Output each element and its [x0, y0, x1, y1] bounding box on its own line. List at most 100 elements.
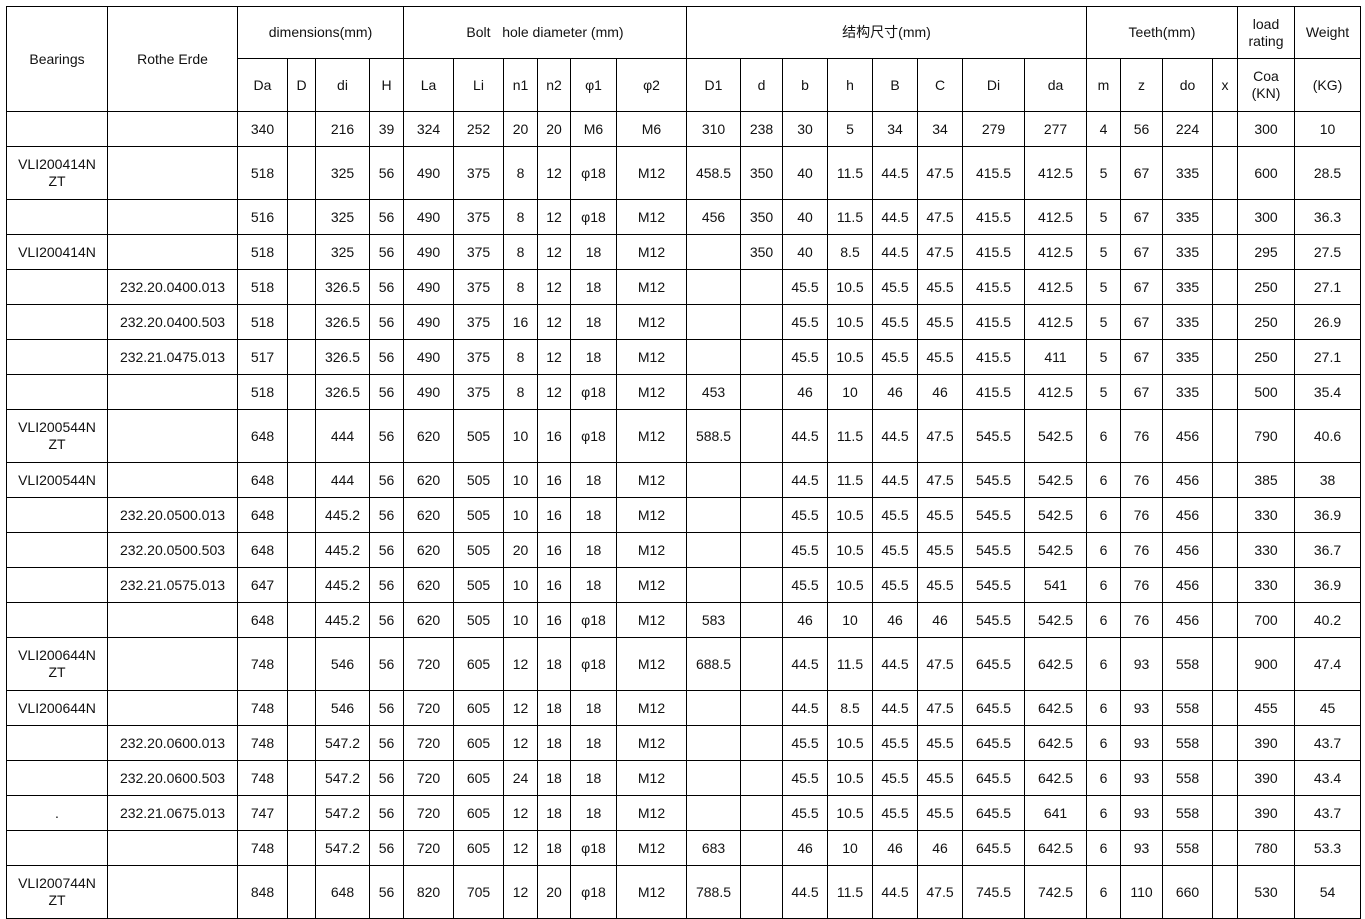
- value-cell: 720: [403, 725, 454, 761]
- value-cell: 518: [237, 374, 288, 410]
- value-cell: 456: [1162, 532, 1213, 568]
- value-cell: [1212, 497, 1238, 533]
- value-cell: 10: [503, 567, 538, 603]
- value-cell: [740, 567, 783, 603]
- value-cell: 605: [453, 637, 504, 691]
- value-cell: 6: [1086, 567, 1121, 603]
- value-cell: 277: [1024, 111, 1087, 147]
- value-cell: 45.5: [782, 339, 828, 375]
- value-cell: 456: [1162, 602, 1213, 638]
- value-cell: 40.6: [1294, 409, 1361, 463]
- value-cell: 12: [503, 795, 538, 831]
- value-cell: 12: [503, 865, 538, 919]
- value-cell: 67: [1120, 374, 1163, 410]
- value-cell: 648: [237, 462, 288, 498]
- value-cell: 490: [403, 199, 454, 235]
- value-cell: 46: [782, 602, 828, 638]
- value-cell: 645.5: [962, 725, 1025, 761]
- value-cell: [686, 532, 741, 568]
- rothe-erde-cell: 232.21.0675.013: [107, 795, 238, 831]
- value-cell: 18: [570, 690, 617, 726]
- subheader-cell: φ1: [570, 58, 617, 112]
- value-cell: 645.5: [962, 760, 1025, 796]
- value-cell: 40.2: [1294, 602, 1361, 638]
- value-cell: 326.5: [315, 304, 370, 340]
- value-cell: 45.5: [917, 497, 963, 533]
- value-cell: 12: [537, 234, 571, 270]
- value-cell: 44.5: [782, 690, 828, 726]
- value-cell: 720: [403, 795, 454, 831]
- value-cell: φ18: [570, 409, 617, 463]
- header-load-rating: load rating: [1237, 6, 1295, 59]
- value-cell: 6: [1086, 637, 1121, 691]
- value-cell: M12: [616, 795, 687, 831]
- value-cell: 47.5: [917, 409, 963, 463]
- value-cell: 642.5: [1024, 830, 1087, 866]
- value-cell: 10.5: [827, 725, 873, 761]
- value-cell: 335: [1162, 146, 1213, 200]
- value-cell: [686, 339, 741, 375]
- value-cell: 43.7: [1294, 795, 1361, 831]
- value-cell: M12: [616, 199, 687, 235]
- value-cell: 330: [1237, 532, 1295, 568]
- header-dimensions: dimensions(mm): [237, 6, 404, 59]
- value-cell: 325: [315, 199, 370, 235]
- value-cell: [1212, 339, 1238, 375]
- value-cell: 490: [403, 304, 454, 340]
- value-cell: 46: [872, 602, 918, 638]
- rothe-erde-cell: [107, 234, 238, 270]
- table-row: 232.20.0600.013 748 547.2 56 720 605 12 18 18 M12…: [6, 725, 1361, 761]
- value-cell: 456: [1162, 567, 1213, 603]
- value-cell: [287, 760, 316, 796]
- value-cell: 45.5: [782, 497, 828, 533]
- value-cell: 326.5: [315, 374, 370, 410]
- table-row: VLI200414N ZT 518 325 56 490 375 8 12 φ18 M12 458.…: [6, 146, 1361, 200]
- value-cell: [287, 146, 316, 200]
- value-cell: 412.5: [1024, 269, 1087, 305]
- value-cell: 325: [315, 146, 370, 200]
- table-row: 232.20.0400.503 518 326.5 56 490 375 16 12 18 M12…: [6, 304, 1361, 340]
- value-cell: 720: [403, 760, 454, 796]
- value-cell: 10.5: [827, 269, 873, 305]
- value-cell: 36.7: [1294, 532, 1361, 568]
- value-cell: 45.5: [872, 339, 918, 375]
- value-cell: 44.5: [872, 234, 918, 270]
- value-cell: 6: [1086, 602, 1121, 638]
- value-cell: 44.5: [872, 462, 918, 498]
- value-cell: 47.5: [917, 865, 963, 919]
- value-cell: 542.5: [1024, 409, 1087, 463]
- value-cell: 375: [453, 339, 504, 375]
- rothe-erde-cell: [107, 409, 238, 463]
- value-cell: 411: [1024, 339, 1087, 375]
- bearing-cell: [6, 374, 108, 410]
- value-cell: 12: [537, 304, 571, 340]
- value-cell: 39: [369, 111, 404, 147]
- value-cell: 335: [1162, 374, 1213, 410]
- value-cell: 490: [403, 234, 454, 270]
- bearing-cell: VLI200414N: [6, 234, 108, 270]
- value-cell: 788.5: [686, 865, 741, 919]
- value-cell: 67: [1120, 269, 1163, 305]
- value-cell: 541: [1024, 567, 1087, 603]
- value-cell: 45.5: [917, 725, 963, 761]
- value-cell: [287, 199, 316, 235]
- value-cell: [740, 462, 783, 498]
- value-cell: 12: [503, 725, 538, 761]
- value-cell: 93: [1120, 830, 1163, 866]
- bearing-cell: VLI200544N ZT: [6, 409, 108, 463]
- value-cell: [287, 111, 316, 147]
- value-cell: [740, 304, 783, 340]
- table-row: 232.20.0600.503 748 547.2 56 720 605 24 18 18 M12…: [6, 760, 1361, 796]
- value-cell: 20: [537, 865, 571, 919]
- value-cell: 558: [1162, 830, 1213, 866]
- value-cell: 490: [403, 146, 454, 200]
- table-row: 232.20.0500.503 648 445.2 56 620 505 20 16 18 M12…: [6, 532, 1361, 568]
- value-cell: 11.5: [827, 637, 873, 691]
- value-cell: 45.5: [782, 532, 828, 568]
- value-cell: 47.5: [917, 199, 963, 235]
- value-cell: 45.5: [782, 304, 828, 340]
- value-cell: 547.2: [315, 830, 370, 866]
- value-cell: 445.2: [315, 532, 370, 568]
- value-cell: [287, 725, 316, 761]
- bearing-cell: VLI200744N ZT: [6, 865, 108, 919]
